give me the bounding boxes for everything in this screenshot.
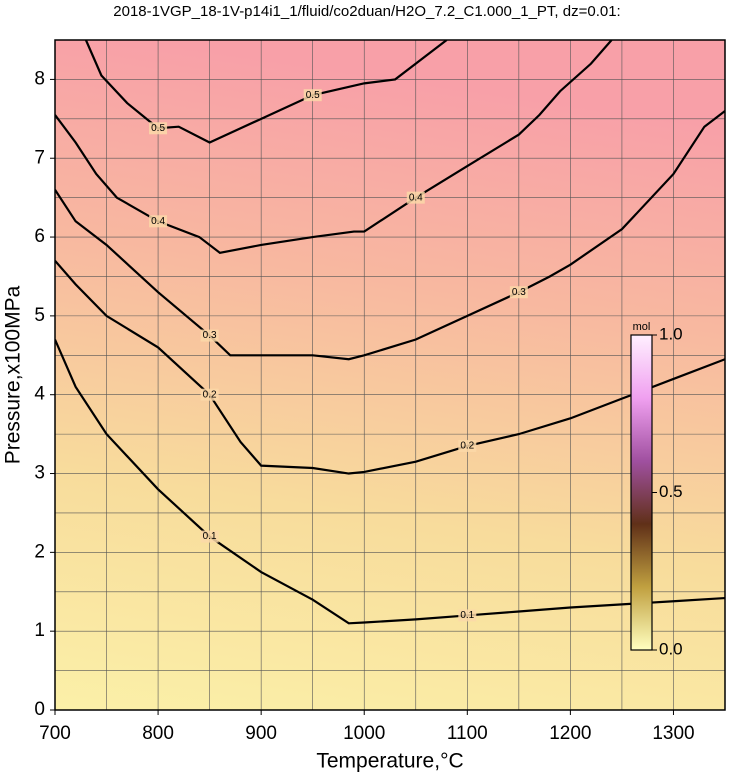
y-tick-label: 5 [34, 305, 45, 326]
contour-label-bg [303, 89, 322, 102]
plot-frame [54, 39, 726, 711]
contour-label-bg [458, 609, 477, 622]
contour-label: 0.3 [203, 330, 217, 341]
x-tick-label: 700 [39, 723, 71, 744]
contour-line [84, 40, 448, 144]
x-tick-label: 1300 [652, 723, 694, 744]
y-tick-label: 6 [34, 226, 45, 247]
x-tick-label: 1200 [549, 723, 591, 744]
contour-label-bg [458, 439, 477, 452]
x-axis-label: Temperature,°C [316, 750, 463, 773]
y-tick-label: 7 [34, 147, 45, 168]
y-tick-label: 4 [34, 384, 45, 405]
y-axis-label: Pressure,x100MPa [2, 285, 25, 464]
contour-label-bg [406, 191, 425, 204]
contour-label-bg [149, 215, 168, 228]
chart-title: 2018-1VGP_18-1V-p14i1_1/fluid/co2duan/H2… [113, 3, 620, 20]
y-tick-label: 2 [34, 541, 45, 562]
contour-label: 0.1 [460, 610, 474, 621]
y-tick-label: 8 [34, 68, 45, 89]
x-tick-label: 1100 [447, 723, 488, 744]
contour-line [55, 259, 725, 475]
y-tick-label: 0 [34, 699, 45, 720]
contour-label: 0.3 [512, 287, 526, 298]
x-tick-label: 1000 [343, 723, 385, 744]
contour-label-bg [200, 530, 219, 543]
contour-label: 0.4 [409, 192, 423, 203]
colorbar-tick-label: 1.0 [659, 324, 683, 343]
colorbar-title: mol [633, 321, 651, 333]
contour-line [55, 110, 725, 361]
plot-background [55, 40, 725, 710]
contour-line [55, 40, 613, 254]
contour-label: 0.2 [203, 389, 217, 400]
colorbar-tick-label: 0.0 [659, 639, 683, 658]
y-tick-label: 3 [34, 463, 45, 484]
contour-label-bg [149, 122, 168, 135]
contour-line [55, 339, 725, 625]
contour-label: 0.5 [151, 123, 165, 134]
contour-label: 0.2 [460, 441, 474, 452]
contour-label-bg [200, 388, 219, 401]
x-tick-label: 900 [245, 723, 277, 744]
x-tick-label: 800 [142, 723, 174, 744]
colorbar [630, 334, 653, 651]
contour-label: 0.4 [151, 216, 165, 227]
contour-label: 0.1 [203, 531, 217, 542]
contour-label: 0.5 [306, 90, 320, 101]
contour-label-bg [200, 329, 219, 342]
y-tick-label: 1 [34, 620, 45, 641]
contour-label-bg [509, 286, 528, 299]
colorbar-tick-label: 0.5 [659, 482, 683, 501]
